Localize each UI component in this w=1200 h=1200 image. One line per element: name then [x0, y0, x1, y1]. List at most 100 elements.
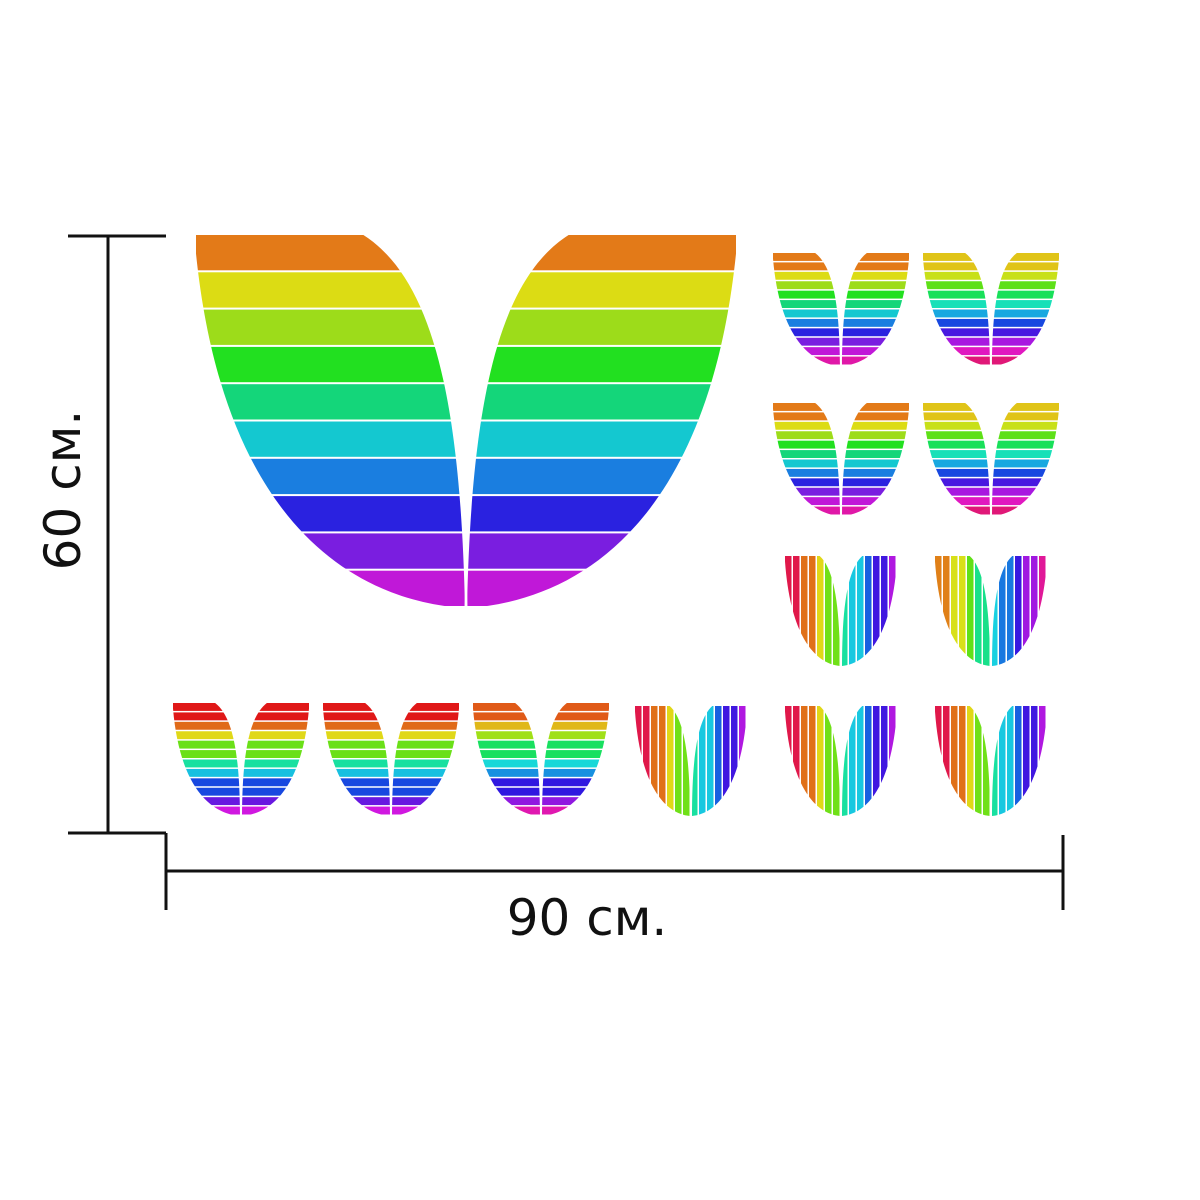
leaf-stripe	[196, 570, 736, 606]
leaf-stripe	[173, 797, 309, 806]
leaf-stripe	[1007, 556, 1014, 666]
leaf-stripe	[923, 403, 1059, 411]
leaf-stripe	[196, 346, 736, 383]
leaf-stripe	[841, 706, 848, 816]
leaf-stripe	[923, 309, 1059, 318]
leaf-stripe	[173, 787, 309, 796]
leaf-stripe	[881, 706, 888, 816]
leaf-stripe	[773, 421, 909, 430]
leaf-stripe	[923, 412, 1059, 421]
leaf-stripe	[773, 440, 909, 449]
leaf-stripe	[473, 759, 609, 768]
width-label: 90 см.	[507, 889, 668, 947]
leaf-stripe	[173, 768, 309, 777]
leaf-stripe	[659, 706, 666, 816]
rainbow-leaf-sticker	[923, 253, 1059, 366]
leaf-stripe	[1031, 556, 1038, 666]
leaf-stripe	[935, 556, 942, 666]
leaf-stripe	[983, 556, 990, 666]
leaf-stripe	[323, 703, 459, 711]
leaf-stripe	[739, 706, 746, 816]
leaf-stripe	[323, 740, 459, 749]
leaf-stripe	[991, 556, 998, 666]
leaf-stripe	[923, 497, 1059, 506]
leaf-stripe	[793, 556, 800, 666]
height-dimension	[68, 234, 166, 835]
leaf-stripe	[773, 356, 909, 365]
sticker-group	[173, 235, 1059, 816]
leaf-stripe	[173, 731, 309, 740]
leaf-stripe	[951, 556, 958, 666]
leaf-stripe	[173, 759, 309, 768]
leaf-stripe	[651, 706, 658, 816]
leaf-stripe	[967, 706, 974, 816]
leaf-stripe	[323, 778, 459, 787]
leaf-stripe	[707, 706, 714, 816]
rainbow-leaf-sticker	[323, 703, 459, 816]
leaf-stripe	[773, 318, 909, 327]
leaf-stripe	[849, 556, 856, 666]
height-label: 60 см.	[34, 410, 92, 571]
leaf-stripe	[1015, 706, 1022, 816]
leaf-stripe	[323, 806, 459, 815]
leaf-stripe	[923, 440, 1059, 449]
leaf-stripe	[196, 272, 736, 308]
leaf-stripe	[983, 706, 990, 816]
leaf-stripe	[173, 712, 309, 721]
rainbow-leaf-sticker	[473, 703, 609, 816]
leaf-stripe	[873, 556, 880, 666]
leaf-stripe	[773, 253, 909, 261]
rainbow-leaf-sticker	[773, 253, 909, 366]
leaf-stripe	[999, 556, 1006, 666]
leaf-stripe	[173, 721, 309, 730]
leaf-stripe	[793, 706, 800, 816]
leaf-stripe	[173, 750, 309, 758]
leaf-stripe	[473, 712, 609, 721]
leaf-stripe	[173, 703, 309, 711]
leaf-stripe	[841, 556, 848, 666]
rainbow-leaf-sticker	[785, 706, 896, 816]
leaf-stripe	[323, 721, 459, 730]
leaf-stripe	[923, 328, 1059, 337]
leaf-stripe	[809, 706, 816, 816]
leaf-stripe	[773, 337, 909, 346]
leaf-stripe	[1015, 556, 1022, 666]
leaf-stripe	[1039, 706, 1046, 816]
leaf-stripe	[943, 706, 950, 816]
leaf-stripe	[675, 706, 682, 816]
leaf-stripe	[923, 431, 1059, 440]
leaf-stripe	[773, 290, 909, 299]
leaf-stripe	[865, 556, 872, 666]
leaf-stripe	[999, 706, 1006, 816]
leaf-stripe	[923, 253, 1059, 261]
leaf-stripe	[975, 706, 982, 816]
rainbow-leaf-sticker	[196, 235, 736, 608]
leaf-stripe	[773, 281, 909, 290]
leaf-stripe	[196, 235, 736, 271]
leaf-stripe	[473, 797, 609, 806]
leaf-stripe	[473, 721, 609, 730]
leaf-stripe	[196, 309, 736, 345]
leaf-stripe	[923, 337, 1059, 346]
leaf-stripe	[817, 706, 824, 816]
rainbow-leaf-sticker	[785, 556, 896, 666]
leaf-stripe	[473, 778, 609, 787]
leaf-stripe	[1039, 556, 1046, 666]
leaf-stripe	[773, 309, 909, 318]
leaf-stripe	[473, 768, 609, 777]
leaf-stripe	[873, 706, 880, 816]
leaf-stripe	[323, 750, 459, 758]
leaf-stripe	[196, 458, 736, 495]
width-dimension	[164, 833, 1065, 910]
leaf-stripe	[1031, 706, 1038, 816]
leaf-stripe	[833, 556, 840, 666]
leaf-stripe	[923, 262, 1059, 271]
leaf-stripe	[967, 556, 974, 666]
leaf-stripe	[889, 706, 896, 816]
leaf-stripe	[683, 706, 690, 816]
leaf-stripe	[473, 731, 609, 740]
leaf-stripe	[865, 706, 872, 816]
leaf-stripe	[959, 556, 966, 666]
leaf-stripe	[473, 750, 609, 758]
